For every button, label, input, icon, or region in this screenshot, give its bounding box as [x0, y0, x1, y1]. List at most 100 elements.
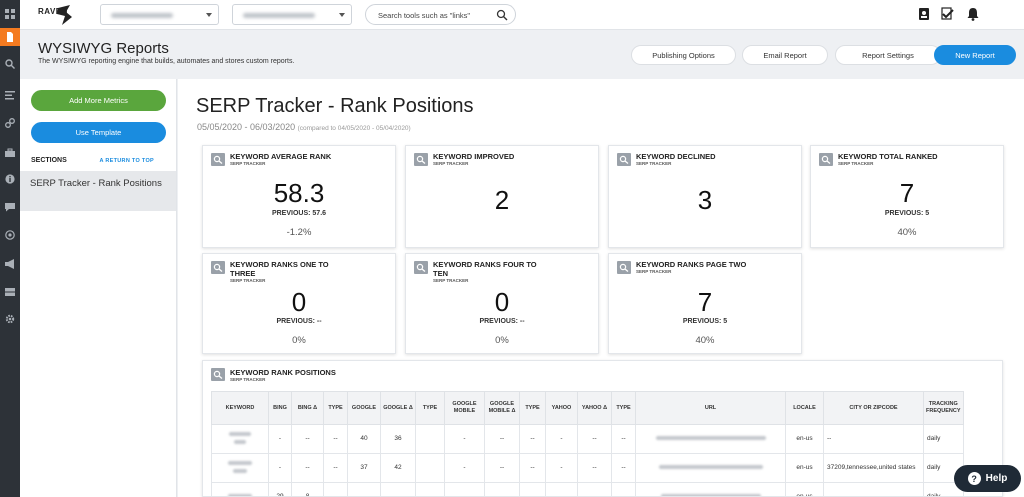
help-label: Help — [985, 473, 1008, 484]
raven-bird-icon — [57, 5, 72, 25]
info-icon[interactable] — [3, 172, 17, 186]
metric-change: -1.2% — [286, 227, 312, 238]
raven-logo[interactable]: RAVEN — [38, 4, 76, 26]
metric-card[interactable]: KEYWORD RANKS PAGE TWO SERP TRACKER 7 PR… — [608, 253, 802, 354]
metric-source: SERP TRACKER — [433, 278, 469, 283]
column-header[interactable]: BING Δ — [291, 391, 324, 425]
column-header[interactable]: LOCALE — [785, 391, 824, 425]
column-header[interactable]: GOOGLE Δ — [380, 391, 416, 425]
report-canvas: SERP Tracker - Rank Positions 05/05/2020… — [178, 79, 1024, 497]
table-cell: -- — [484, 424, 520, 454]
megaphone-icon[interactable] — [3, 257, 17, 271]
page-header: WYSIWYG Reports The WYSIWYG reporting en… — [20, 31, 1024, 79]
column-header[interactable]: GOOGLE MOBILE — [444, 391, 485, 425]
metric-card[interactable]: KEYWORD IMPROVED SERP TRACKER 2 — [405, 145, 599, 248]
table-cell — [611, 482, 636, 496]
keyword-cell — [211, 482, 269, 496]
date-range: 05/05/2020 - 06/03/2020 — [197, 122, 296, 132]
table-cell: -- — [823, 424, 924, 454]
table-cell: 37 — [347, 453, 381, 483]
url-cell[interactable] — [635, 453, 786, 483]
metric-change: 0% — [495, 335, 509, 346]
use-template-button[interactable]: Use Template — [31, 122, 166, 143]
address-book-icon[interactable] — [917, 7, 931, 21]
target-icon[interactable] — [3, 228, 17, 242]
metric-source: SERP TRACKER — [230, 161, 266, 166]
metric-card[interactable]: KEYWORD DECLINED SERP TRACKER 3 — [608, 145, 802, 248]
column-header[interactable]: BING — [268, 391, 292, 425]
search-icon[interactable] — [496, 9, 508, 21]
link-icon[interactable] — [3, 116, 17, 130]
storage-icon[interactable] — [3, 285, 17, 299]
metric-title: KEYWORD RANKS PAGE TWO — [636, 260, 747, 269]
table-cell: -- — [323, 424, 348, 454]
publishing-options-button[interactable]: Publishing Options — [631, 45, 736, 65]
column-header[interactable]: YAHOO Δ — [577, 391, 612, 425]
url-cell[interactable] — [635, 482, 786, 496]
search-tools-icon[interactable] — [3, 57, 17, 71]
reports-icon[interactable] — [0, 28, 20, 46]
report-date-range: 05/05/2020 - 06/03/2020 (compared to 04/… — [197, 122, 411, 132]
table-cell — [519, 482, 546, 496]
metric-card[interactable]: KEYWORD AVERAGE RANK SERP TRACKER 58.3 P… — [202, 145, 396, 248]
settings-gear-icon[interactable] — [3, 312, 17, 326]
email-report-button[interactable]: Email Report — [742, 45, 828, 65]
left-nav-rail — [0, 0, 20, 497]
table-cell: - — [444, 424, 485, 454]
column-header[interactable]: CITY OR ZIPCODE — [823, 391, 924, 425]
section-item-serp-tracker[interactable]: SERP Tracker - Rank Positions — [20, 171, 176, 211]
page-title: WYSIWYG Reports — [38, 40, 169, 57]
metric-card[interactable]: KEYWORD RANKS FOUR TO TEN SERP TRACKER 0… — [405, 253, 599, 354]
notifications-bell-icon[interactable] — [966, 7, 980, 21]
keyword-cell — [211, 453, 269, 483]
report-settings-button[interactable]: Report Settings — [835, 45, 941, 65]
url-cell[interactable] — [635, 424, 786, 454]
briefcase-icon[interactable] — [3, 146, 17, 160]
account-select[interactable] — [100, 4, 219, 25]
column-header[interactable]: TYPE — [415, 391, 445, 425]
metric-previous: PREVIOUS: 57.6 — [271, 210, 327, 217]
column-header[interactable]: TYPE — [611, 391, 636, 425]
column-header[interactable]: GOOGLE — [347, 391, 381, 425]
metric-value: 3 — [697, 185, 713, 215]
keyword-cell — [211, 424, 269, 454]
column-header[interactable]: KEYWORD — [211, 391, 269, 425]
help-button[interactable]: ? Help — [954, 465, 1021, 492]
column-header[interactable]: GOOGLE MOBILE Δ — [484, 391, 520, 425]
chat-icon[interactable] — [3, 200, 17, 214]
table-row: - -- -- 40 36 - -- -- - -- -- en-us -- d… — [211, 424, 964, 454]
tool-search[interactable] — [365, 4, 516, 25]
column-header[interactable]: YAHOO — [545, 391, 578, 425]
domain-select[interactable] — [232, 4, 352, 25]
metric-title: KEYWORD IMPROVED — [433, 152, 515, 161]
new-report-button[interactable]: New Report — [934, 45, 1016, 65]
keyword-rank-positions-card: KEYWORD RANK POSITIONS SERP TRACKER KEYW… — [202, 360, 1003, 497]
analytics-icon[interactable] — [3, 88, 17, 102]
chevron-down-icon — [339, 13, 345, 17]
metric-change: 40% — [897, 227, 917, 238]
domain-select-value — [243, 13, 315, 18]
metric-title: KEYWORD AVERAGE RANK — [230, 152, 332, 161]
table-cell: -- — [577, 424, 612, 454]
return-to-top-link[interactable]: A RETURN TO TOP — [99, 158, 154, 164]
metric-title: KEYWORD TOTAL RANKED — [838, 152, 938, 161]
column-header[interactable]: TRACKING FREQUENCY — [923, 391, 964, 425]
keyword-rank-table: KEYWORD BING BING Δ TYPE GOOGLE GOOGLE Δ… — [211, 391, 964, 496]
table-cell: - — [268, 453, 292, 483]
metric-title: KEYWORD RANKS FOUR TO TEN — [433, 260, 537, 278]
add-more-metrics-button[interactable]: Add More Metrics — [31, 90, 166, 111]
magnifier-icon — [211, 261, 225, 274]
tasks-check-icon[interactable] — [941, 7, 955, 21]
column-header[interactable]: URL — [635, 391, 786, 425]
search-input[interactable] — [378, 9, 493, 21]
table-cell — [415, 482, 445, 496]
column-header[interactable]: TYPE — [323, 391, 348, 425]
column-header[interactable]: TYPE — [519, 391, 546, 425]
table-cell: en-us — [785, 482, 824, 496]
table-cell — [577, 482, 612, 496]
dashboard-icon[interactable] — [3, 7, 17, 21]
table-cell: daily — [923, 424, 964, 454]
table-cell: 36 — [380, 424, 416, 454]
metric-card[interactable]: KEYWORD RANKS ONE TO THREE SERP TRACKER … — [202, 253, 396, 354]
metric-card[interactable]: KEYWORD TOTAL RANKED SERP TRACKER 7 PREV… — [810, 145, 1004, 248]
